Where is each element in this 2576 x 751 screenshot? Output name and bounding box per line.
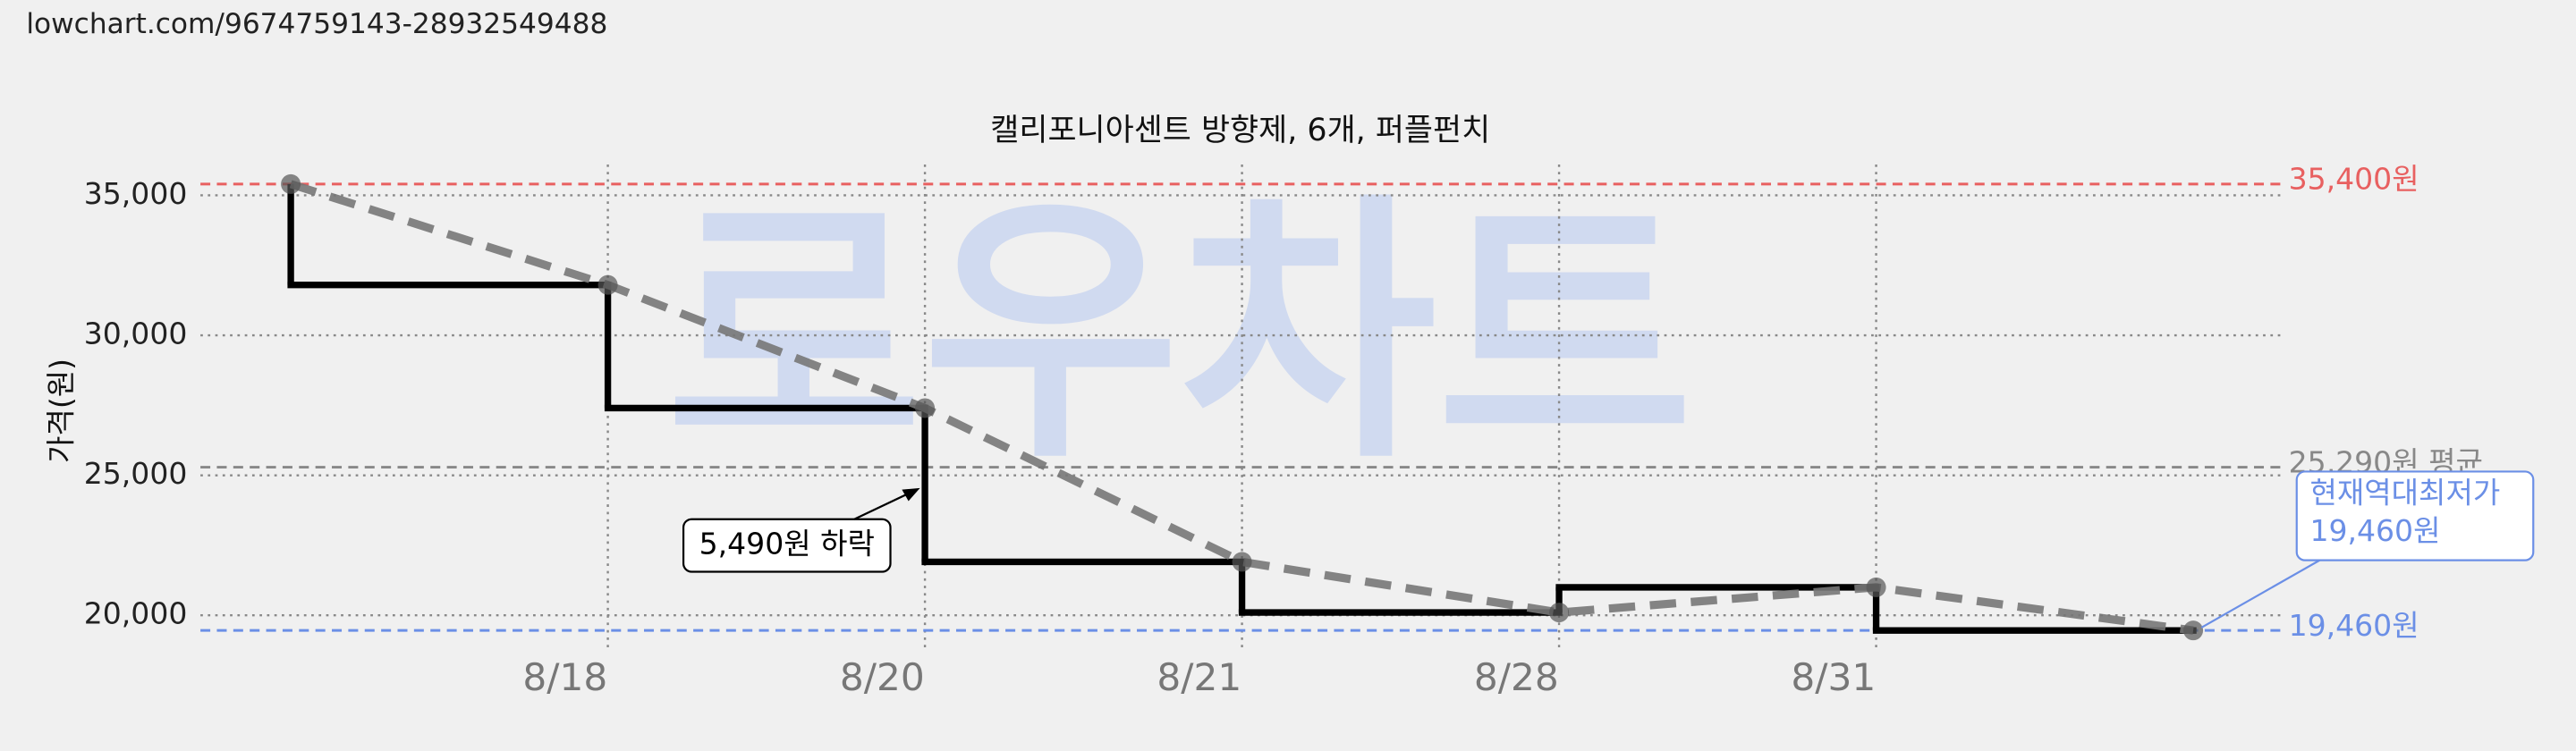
y-tick-label: 25,000 (84, 456, 188, 491)
chart-title: 캘리포니아센트 방향제, 6개, 퍼플펀치 (990, 113, 1490, 148)
callout-text: 19,460원 (2309, 513, 2440, 548)
y-tick-label: 20,000 (84, 596, 188, 631)
x-tick-label: 8/31 (1791, 655, 1876, 699)
y-axis-label: 가격(원) (43, 359, 78, 463)
point (915, 398, 936, 418)
point (1232, 552, 1252, 572)
point (1866, 577, 1886, 597)
callout-box (2295, 470, 2535, 561)
y-tick-label: 35,000 (84, 176, 188, 211)
reference-label: 35,400원 (2289, 162, 2419, 197)
annotation-arrowhead (902, 487, 920, 502)
point (281, 173, 301, 194)
watermark: 로우차트 (665, 171, 1693, 496)
annotation-text: 5,490원 하락 (699, 527, 875, 561)
callout-text: 현재역대최저가 (2309, 476, 2500, 511)
x-tick-label: 8/20 (840, 655, 925, 699)
point (2183, 620, 2204, 641)
reference-label: 19,460원 (2289, 608, 2419, 643)
x-tick-label: 8/28 (1474, 655, 1559, 699)
url: lowchart.com/9674759143-28932549488 (26, 8, 607, 40)
point (1549, 603, 1570, 623)
annotation-box (682, 518, 892, 573)
point (597, 274, 618, 295)
y-tick-label: 30,000 (84, 316, 188, 351)
x-tick-label: 8/21 (1157, 655, 1241, 699)
x-tick-label: 8/18 (522, 655, 607, 699)
callout-arrow (2200, 559, 2321, 629)
